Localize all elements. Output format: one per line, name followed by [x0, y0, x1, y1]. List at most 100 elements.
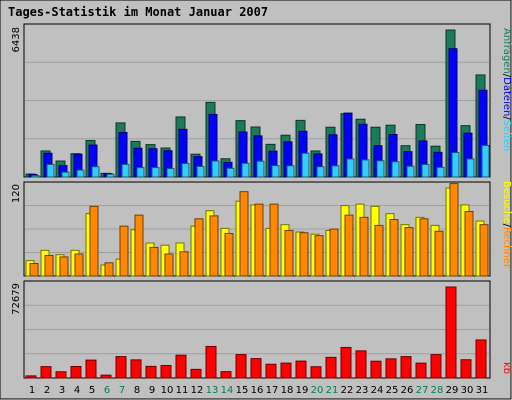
- bar-seiten: [91, 166, 100, 178]
- x-tick-label: 30: [461, 385, 474, 396]
- bar-rechner: [419, 218, 429, 277]
- x-tick-label: 24: [371, 385, 384, 396]
- bar-rechner: [464, 210, 474, 277]
- x-tick-label: 12: [191, 385, 204, 396]
- bar-seiten: [436, 166, 445, 178]
- x-tick-label: 7: [119, 385, 125, 396]
- bar-kb: [385, 358, 397, 379]
- bar-rechner: [284, 230, 294, 277]
- bar-seiten: [241, 162, 250, 178]
- bar-rechner: [479, 224, 489, 277]
- x-tick-label: 27: [416, 385, 429, 396]
- bar-rechner: [314, 235, 324, 277]
- bar-seiten: [106, 173, 115, 178]
- bar-seiten: [46, 163, 55, 178]
- bar-rechner: [389, 219, 399, 277]
- bar-seiten: [166, 168, 175, 178]
- bar-kb: [340, 346, 352, 379]
- ytick-kb: 72679: [11, 283, 22, 315]
- x-tick-label: 18: [281, 385, 294, 396]
- bar-kb: [265, 363, 277, 379]
- x-tick-label: 5: [89, 385, 95, 396]
- bar-rechner: [29, 263, 39, 277]
- bar-kb: [175, 354, 187, 379]
- bar-seiten: [76, 169, 85, 178]
- right-legend-part: Anfragen: [501, 28, 512, 74]
- bar-kb: [205, 345, 217, 379]
- bar-kb: [295, 360, 307, 379]
- x-tick-label: 4: [74, 385, 80, 396]
- bar-seiten: [316, 166, 325, 178]
- bar-kb: [370, 360, 382, 379]
- bar-seiten: [256, 160, 265, 178]
- right-legend-part: Rechner: [501, 227, 512, 269]
- right-legend-part: /: [501, 116, 512, 120]
- bar-rechner: [404, 227, 414, 277]
- bar-rechner: [359, 216, 369, 277]
- x-tick-label: 31: [476, 385, 489, 396]
- bar-rechner: [209, 215, 219, 277]
- bar-seiten: [271, 165, 280, 178]
- bar-kb: [100, 374, 112, 379]
- ytick-visits: 120: [11, 184, 22, 203]
- right-legend-part: /: [501, 224, 512, 228]
- bar-seiten: [181, 163, 190, 178]
- bar-kb: [310, 366, 322, 379]
- bar-kb: [235, 354, 247, 379]
- x-tick-label: 22: [341, 385, 354, 396]
- bar-seiten: [391, 161, 400, 178]
- x-tick-label: 19: [296, 385, 309, 396]
- bar-kb: [220, 371, 232, 379]
- x-tick-label: 20: [311, 385, 324, 396]
- bar-rechner: [269, 203, 279, 277]
- x-tick-label: 21: [326, 385, 339, 396]
- bar-seiten: [301, 152, 310, 178]
- bar-kb: [85, 359, 97, 379]
- x-tick-label: 2: [44, 385, 50, 396]
- bar-rechner: [89, 205, 99, 277]
- x-tick-label: 29: [446, 385, 459, 396]
- right-legend-part: Besuche: [501, 181, 512, 224]
- bar-seiten: [121, 163, 130, 178]
- bar-seiten: [466, 158, 475, 178]
- bar-seiten: [376, 160, 385, 178]
- x-tick-label: 1: [29, 385, 35, 396]
- bar-seiten: [451, 152, 460, 178]
- bar-seiten: [136, 167, 145, 178]
- bar-seiten: [481, 144, 490, 178]
- bar-kb: [70, 365, 82, 379]
- x-tick-label: 26: [401, 385, 414, 396]
- ytick-hits: 6438: [11, 27, 22, 52]
- bar-rechner: [194, 218, 204, 277]
- x-tick-label: 25: [386, 385, 399, 396]
- x-tick-label: 16: [251, 385, 264, 396]
- right-legend-part: /: [501, 74, 512, 78]
- bar-rechner: [224, 232, 234, 277]
- bar-rechner: [134, 214, 144, 277]
- bar-rechner: [164, 253, 174, 277]
- bar-seiten: [211, 160, 220, 178]
- bar-seiten: [31, 175, 40, 178]
- bar-rechner: [149, 246, 159, 277]
- x-tick-label: 11: [176, 385, 189, 396]
- x-axis-labels: 1 2 3 4 5 6 7 8 9 10 11 12 13 14 15 16 17 18 19 20 21 22 23 24 2…: [29, 385, 489, 396]
- bar-rechner: [374, 224, 384, 277]
- bar-kb: [430, 354, 442, 379]
- bar-seiten: [196, 165, 205, 178]
- bar-kb: [25, 375, 37, 379]
- chart-title: Tages-Statistik im Monat Januar 2007: [8, 5, 268, 19]
- bar-rechner: [179, 251, 189, 277]
- x-tick-label: 9: [149, 385, 155, 396]
- bar-kb: [115, 356, 127, 379]
- bar-kb: [325, 356, 337, 379]
- right-legend-label: kb: [501, 362, 512, 374]
- bar-seiten: [421, 163, 430, 178]
- x-tick-label: 28: [431, 385, 444, 396]
- bar-seiten: [331, 165, 340, 178]
- bar-kb: [280, 362, 292, 379]
- right-legend-label: Anfragen/Dateien/Seiten: [501, 28, 512, 151]
- right-legend-part: Dateien: [501, 77, 512, 116]
- right-legend-part: kb: [501, 362, 512, 374]
